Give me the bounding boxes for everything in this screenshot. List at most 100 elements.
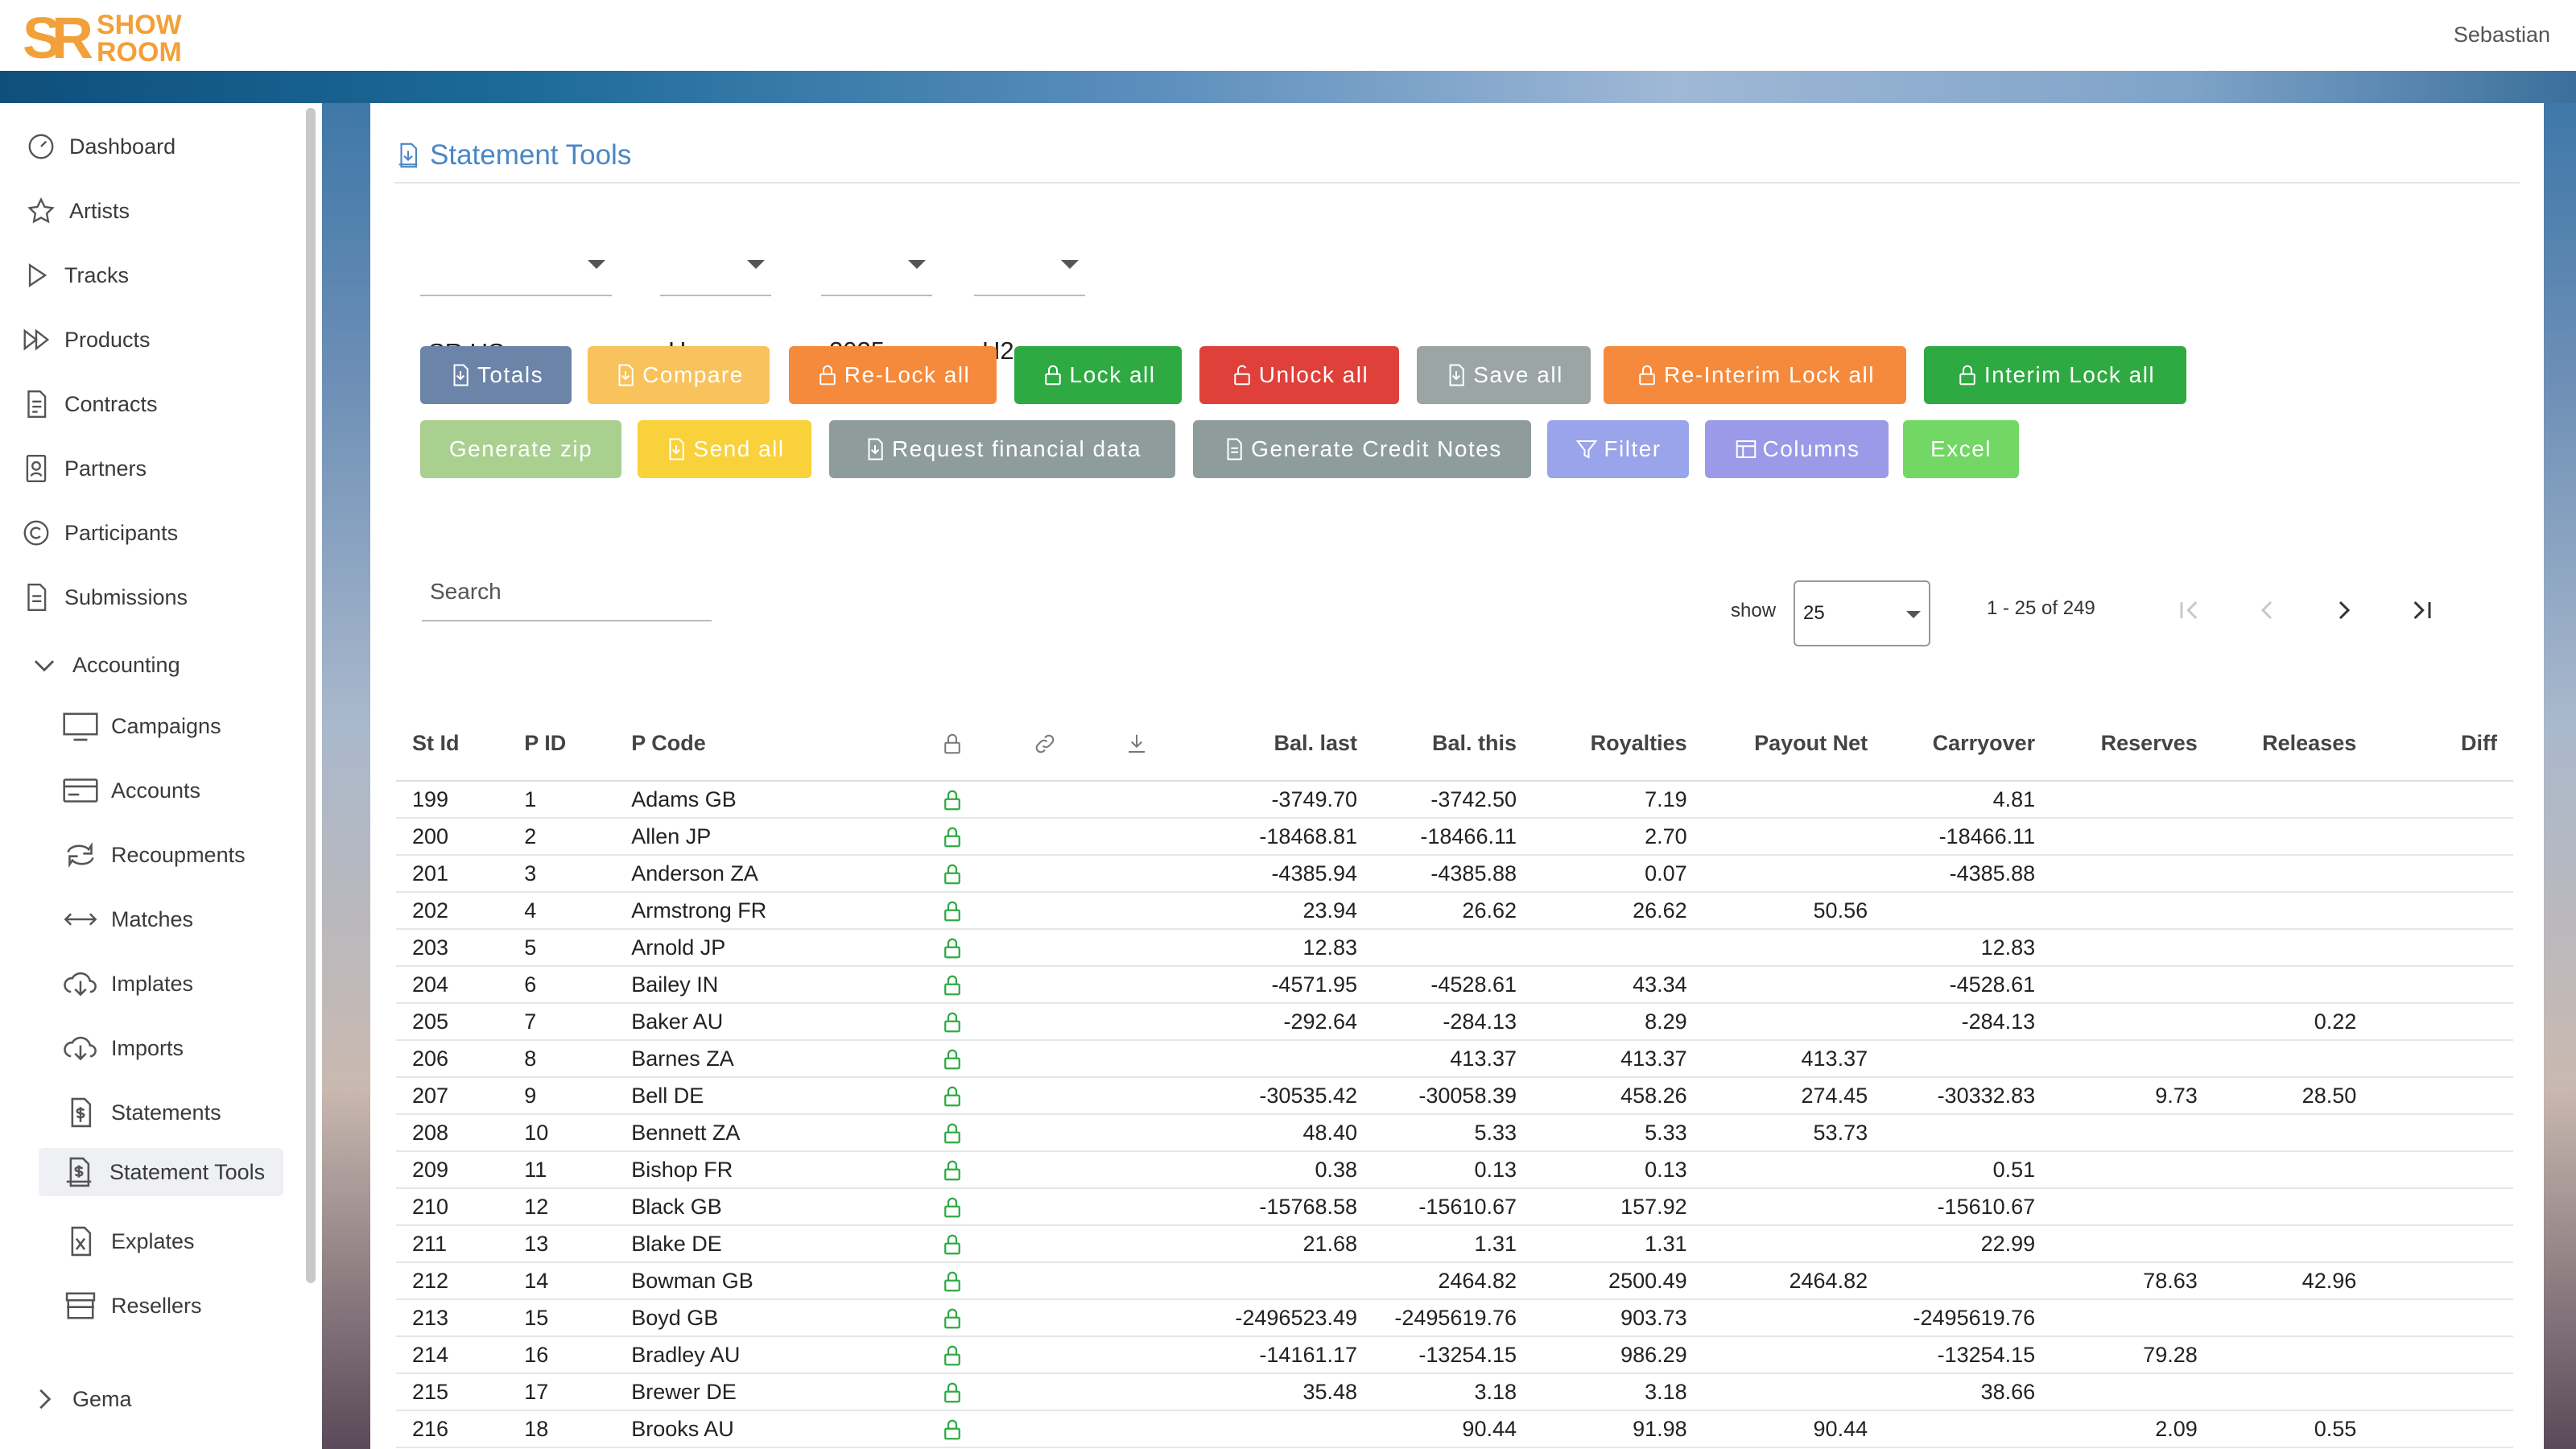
year-select[interactable]: 2025: [821, 224, 932, 365]
sidebar-scrollbar[interactable]: [306, 108, 316, 1283]
table-row[interactable]: 201 3 Anderson ZA -4385.94 -4385.88 0.07 -4385…: [396, 855, 2513, 893]
cell-p-code[interactable]: Barnes ZA: [613, 1040, 907, 1078]
sidebar-item-partners[interactable]: Partners: [21, 444, 147, 493]
table-row[interactable]: 208 10 Bennett ZA 48.40 5.33 5.33 53.73: [396, 1114, 2513, 1152]
column-header-st-id[interactable]: St Id: [396, 707, 509, 782]
table-row[interactable]: 202 4 Armstrong FR 23.94 26.62 26.62 50.56: [396, 892, 2513, 930]
relock-all-button[interactable]: Re-Lock all: [789, 346, 997, 404]
cell-lock-status[interactable]: [906, 1299, 999, 1337]
table-row[interactable]: 204 6 Bailey IN -4571.95 -4528.61 43.34 -4528.…: [396, 966, 2513, 1004]
table-row[interactable]: 211 13 Blake DE 21.68 1.31 1.31 22.99: [396, 1225, 2513, 1263]
sidebar-item-dashboard[interactable]: Dashboard: [26, 122, 175, 171]
cell-p-code[interactable]: Black GB: [613, 1188, 907, 1226]
table-row[interactable]: 212 14 Bowman GB 2464.82 2500.49 2464.82 78.63…: [396, 1262, 2513, 1300]
cell-lock-status[interactable]: [906, 1077, 999, 1115]
period-select[interactable]: H2: [974, 224, 1085, 365]
sidebar-item-resellers[interactable]: Resellers: [63, 1282, 202, 1330]
totals-button[interactable]: Totals: [420, 346, 572, 404]
sidebar-item-recoupments[interactable]: Recoupments: [63, 831, 246, 879]
column-header-bal-this[interactable]: Bal. this: [1372, 707, 1541, 782]
cell-lock-status[interactable]: [906, 855, 999, 893]
table-row[interactable]: 200 2 Allen JP -18468.81 -18466.11 2.70 -18466…: [396, 818, 2513, 856]
user-name[interactable]: Sebastian: [2453, 23, 2550, 47]
cell-lock-status[interactable]: [906, 781, 999, 819]
column-header-payout-net[interactable]: Payout Net: [1703, 707, 1883, 782]
generate-zip-button[interactable]: Generate zip: [420, 420, 621, 478]
cell-lock-status[interactable]: [906, 1410, 999, 1448]
cell-lock-status[interactable]: [906, 818, 999, 856]
interim-lock-all-button[interactable]: Interim Lock all: [1924, 346, 2186, 404]
cell-lock-status[interactable]: [906, 1040, 999, 1078]
cell-p-code[interactable]: Armstrong FR: [613, 892, 907, 930]
sidebar-item-contracts[interactable]: Contracts: [21, 380, 158, 428]
table-row[interactable]: 215 17 Brewer DE 35.48 3.18 3.18 38.66: [396, 1373, 2513, 1411]
cell-lock-status[interactable]: [906, 929, 999, 967]
cell-lock-status[interactable]: [906, 1188, 999, 1226]
column-header-releases[interactable]: Releases: [2213, 707, 2373, 782]
showroom-logo[interactable]: S R SHOW ROOM: [23, 6, 192, 64]
cell-p-code[interactable]: Brooks AU: [613, 1410, 907, 1448]
cell-p-code[interactable]: Bradley AU: [613, 1336, 907, 1374]
table-row[interactable]: 216 18 Brooks AU 90.44 91.98 90.44 2.09 0.55: [396, 1410, 2513, 1448]
column-header-diff[interactable]: Diff: [2372, 707, 2513, 782]
table-row[interactable]: 205 7 Baker AU -292.64 -284.13 8.29 -284.13 0.2…: [396, 1003, 2513, 1041]
cell-p-code[interactable]: Bennett ZA: [613, 1114, 907, 1152]
excel-button[interactable]: Excel: [1903, 420, 2019, 478]
table-row[interactable]: 206 8 Barnes ZA 413.37 413.37 413.37: [396, 1040, 2513, 1078]
first-page-button[interactable]: [2174, 594, 2206, 626]
next-page-button[interactable]: [2328, 594, 2360, 626]
sidebar-item-statement-tools[interactable]: Statement Tools: [39, 1148, 283, 1196]
column-header-p-code[interactable]: P Code: [613, 707, 907, 782]
sidebar-item-gema[interactable]: Gema: [29, 1375, 132, 1423]
table-row[interactable]: 210 12 Black GB -15768.58 -15610.67 157.92 -15…: [396, 1188, 2513, 1226]
cell-p-code[interactable]: Boyd GB: [613, 1299, 907, 1337]
column-header-royalties[interactable]: Royalties: [1541, 707, 1703, 782]
send-all-button[interactable]: Send all: [638, 420, 811, 478]
sidebar-item-imports[interactable]: Imports: [63, 1024, 184, 1072]
table-row[interactable]: 207 9 Bell DE -30535.42 -30058.39 458.26 274.4…: [396, 1077, 2513, 1115]
cell-lock-status[interactable]: [906, 966, 999, 1004]
generate-credit-notes-button[interactable]: Generate Credit Notes: [1193, 420, 1531, 478]
sidebar-item-implates[interactable]: Implates: [63, 960, 193, 1008]
sidebar-item-accounts[interactable]: Accounts: [63, 766, 200, 815]
period-type-select[interactable]: H: [660, 224, 771, 365]
column-header-download[interactable]: [1090, 707, 1183, 782]
save-all-button[interactable]: Save all: [1417, 346, 1591, 404]
last-page-button[interactable]: [2405, 594, 2438, 626]
cell-p-code[interactable]: Baker AU: [613, 1003, 907, 1041]
cell-p-code[interactable]: Bailey IN: [613, 966, 907, 1004]
table-row[interactable]: 214 16 Bradley AU -14161.17 -13254.15 986.29-…: [396, 1336, 2513, 1374]
table-row[interactable]: 209 11 Bishop FR 0.38 0.13 0.13 0.51: [396, 1151, 2513, 1189]
cell-p-code[interactable]: Blake DE: [613, 1225, 907, 1263]
sidebar-item-tracks[interactable]: Tracks: [21, 251, 129, 299]
company-select[interactable]: SR US: [420, 224, 612, 366]
column-header-link[interactable]: [998, 707, 1091, 782]
request-financial-data-button[interactable]: Request financial data: [829, 420, 1175, 478]
cell-lock-status[interactable]: [906, 1336, 999, 1374]
sidebar-item-participants[interactable]: Participants: [21, 509, 178, 557]
table-row[interactable]: 199 1 Adams GB -3749.70 -3742.50 7.19 4.81: [396, 781, 2513, 819]
sidebar-item-campaigns[interactable]: Campaigns: [63, 702, 221, 750]
sidebar-item-products[interactable]: Products: [21, 316, 151, 364]
column-header-carryover[interactable]: Carryover: [1882, 707, 2054, 782]
cell-p-code[interactable]: Adams GB: [613, 781, 907, 819]
cell-p-code[interactable]: Brewer DE: [613, 1373, 907, 1411]
sidebar-item-explates[interactable]: Explates: [63, 1217, 195, 1265]
unlock-all-button[interactable]: Unlock all: [1199, 346, 1399, 404]
columns-button[interactable]: Columns: [1705, 420, 1889, 478]
cell-lock-status[interactable]: [906, 1003, 999, 1041]
column-header-bal-last[interactable]: Bal. last: [1183, 707, 1373, 782]
sidebar-item-submissions[interactable]: Submissions: [21, 573, 188, 621]
lock-all-button[interactable]: Lock all: [1014, 346, 1182, 404]
compare-button[interactable]: Compare: [588, 346, 770, 404]
column-header-lock[interactable]: [906, 707, 999, 782]
cell-lock-status[interactable]: [906, 1262, 999, 1300]
cell-lock-status[interactable]: [906, 1373, 999, 1411]
cell-p-code[interactable]: Allen JP: [613, 818, 907, 856]
sidebar-item-statements[interactable]: Statements: [63, 1088, 221, 1137]
cell-lock-status[interactable]: [906, 892, 999, 930]
reinterim-lock-all-button[interactable]: Re-Interim Lock all: [1604, 346, 1906, 404]
cell-lock-status[interactable]: [906, 1225, 999, 1263]
cell-p-code[interactable]: Bishop FR: [613, 1151, 907, 1189]
cell-p-code[interactable]: Bell DE: [613, 1077, 907, 1115]
